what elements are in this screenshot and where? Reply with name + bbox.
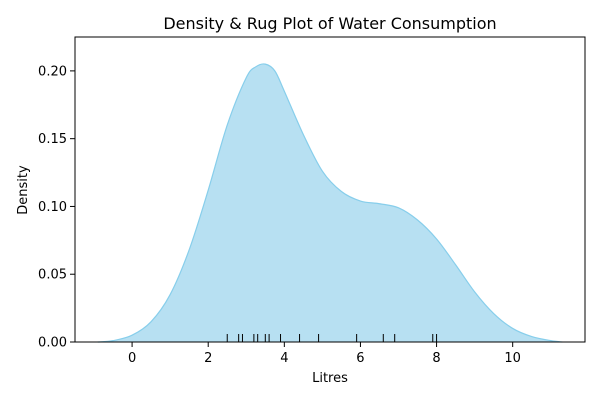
y-tick-label: 0.10 (38, 200, 67, 215)
y-tick-label: 0.15 (38, 132, 67, 147)
x-axis-title: Litres (312, 371, 348, 386)
x-tick-label: 2 (204, 351, 212, 366)
plot-frame (74, 36, 586, 343)
x-tick-label: 8 (432, 351, 440, 366)
x-tick-label: 10 (504, 351, 521, 366)
plot-area (97, 63, 563, 343)
y-axis-title: Density (16, 165, 31, 215)
y-axis: 0.00 0.05 0.10 0.15 0.20 (38, 64, 75, 351)
y-tick-label: 0.05 (38, 268, 67, 283)
density-line (97, 63, 563, 343)
x-tick-label: 4 (280, 351, 288, 366)
x-tick-label: 6 (356, 351, 364, 366)
x-axis: 0 2 4 6 8 10 (128, 342, 521, 366)
x-tick-label: 0 (128, 351, 136, 366)
chart-title: Density & Rug Plot of Water Consumption (163, 14, 496, 33)
y-tick-label: 0.20 (38, 64, 67, 79)
y-tick-label: 0.00 (38, 336, 67, 351)
density-area (97, 63, 563, 342)
